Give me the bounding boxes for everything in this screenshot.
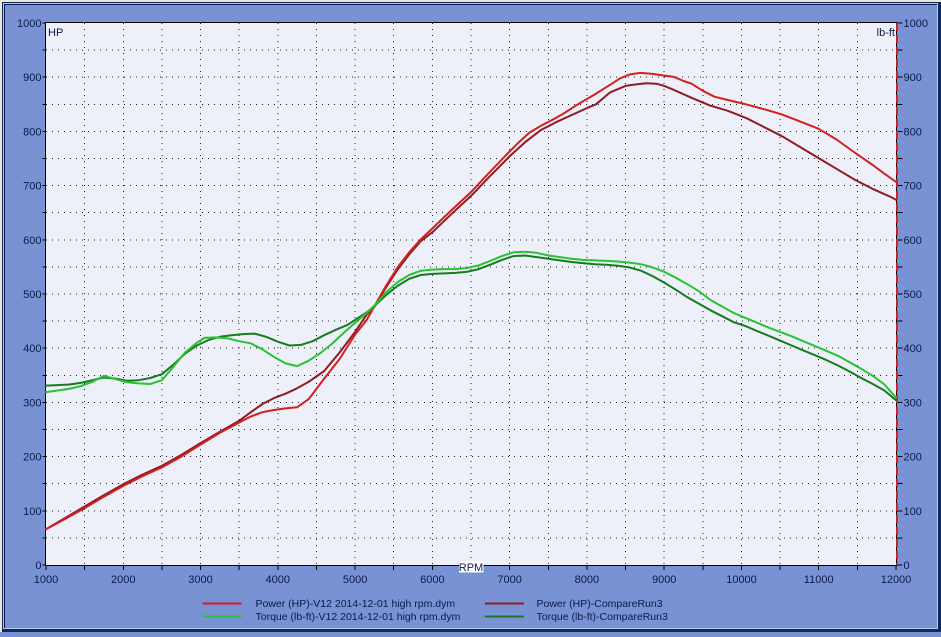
svg-text:HP: HP [48, 27, 63, 39]
svg-text:400: 400 [904, 343, 922, 355]
svg-text:11000: 11000 [804, 574, 834, 586]
svg-text:600: 600 [23, 235, 41, 247]
svg-text:900: 900 [904, 72, 922, 84]
svg-text:5000: 5000 [343, 574, 367, 586]
svg-text:1000: 1000 [34, 574, 58, 586]
svg-text:800: 800 [23, 126, 41, 138]
svg-text:700: 700 [904, 181, 922, 193]
svg-text:400: 400 [23, 343, 41, 355]
svg-text:600: 600 [904, 235, 922, 247]
svg-text:100: 100 [904, 506, 922, 518]
svg-text:RPM: RPM [459, 562, 483, 574]
svg-text:100: 100 [23, 506, 41, 518]
svg-text:3000: 3000 [188, 574, 212, 586]
svg-text:800: 800 [904, 126, 922, 138]
svg-text:Torque (lb-ft)-CompareRun3: Torque (lb-ft)-CompareRun3 [537, 611, 668, 623]
svg-text:lb-ft: lb-ft [877, 27, 895, 39]
svg-text:9000: 9000 [652, 574, 676, 586]
svg-text:0: 0 [35, 560, 41, 572]
svg-text:10000: 10000 [726, 574, 757, 586]
svg-text:500: 500 [23, 289, 41, 301]
svg-text:200: 200 [904, 452, 922, 464]
svg-text:900: 900 [23, 72, 41, 84]
svg-text:300: 300 [904, 397, 922, 409]
svg-text:4000: 4000 [266, 574, 290, 586]
svg-text:1000: 1000 [904, 18, 928, 30]
svg-text:200: 200 [23, 452, 41, 464]
svg-text:8000: 8000 [575, 574, 599, 586]
svg-text:Torque (lb-ft)-V12 2014-12-01: Torque (lb-ft)-V12 2014-12-01 high rpm.d… [256, 611, 461, 623]
svg-text:500: 500 [904, 289, 922, 301]
svg-text:2000: 2000 [111, 574, 135, 586]
svg-text:6000: 6000 [420, 574, 444, 586]
svg-text:700: 700 [23, 181, 41, 193]
svg-text:Power (HP)-V12 2014-12-01 high: Power (HP)-V12 2014-12-01 high rpm.dym [256, 598, 456, 610]
svg-text:Power (HP)-CompareRun3: Power (HP)-CompareRun3 [537, 598, 663, 610]
svg-text:7000: 7000 [497, 574, 521, 586]
svg-text:1000: 1000 [17, 18, 41, 30]
svg-text:300: 300 [23, 397, 41, 409]
svg-text:12000: 12000 [881, 574, 912, 586]
svg-text:0: 0 [904, 560, 910, 572]
